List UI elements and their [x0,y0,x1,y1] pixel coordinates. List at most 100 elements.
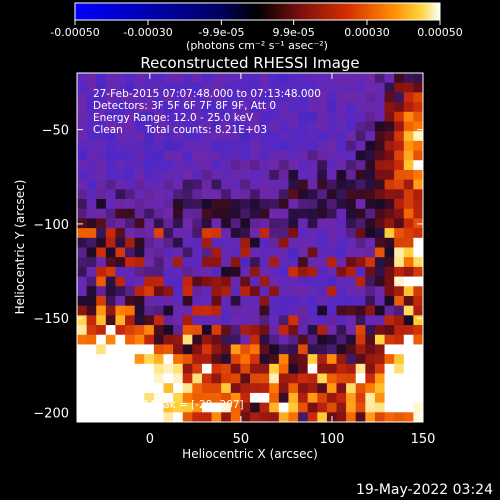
heatmap-cell [307,160,318,171]
heatmap-cell [173,131,184,142]
heatmap-cell [346,111,357,123]
heatmap-cell [173,92,184,103]
heatmap-cell [144,169,155,181]
heatmap-cell [201,121,213,132]
annotation-peak-position: Position of Peak = [-28,-207] [93,399,244,411]
heatmap-cell [365,121,376,132]
heatmap-cell [307,82,318,93]
heatmap-cell [336,325,347,336]
heatmap-cell [211,92,222,103]
heatmap-cell [96,295,107,307]
heatmap-cell [201,402,213,413]
heatmap-cell [259,383,270,394]
heatmap-cell [413,247,423,258]
heatmap-cell [307,140,318,152]
heatmap-cell [77,383,88,394]
heatmap-cell [413,179,423,190]
heatmap-cell [201,334,213,346]
heatmap-cell [250,228,261,239]
heatmap-cell [134,121,145,132]
heatmap-cell [153,73,165,84]
heatmap-cell [403,286,414,297]
heatmap-cell [346,402,357,413]
heatmap-cell [163,82,174,93]
heatmap-cell [96,189,107,200]
heatmap-cell [326,334,338,346]
heatmap-cell [374,247,386,258]
heatmap-cell [96,325,107,336]
heatmap-cell [163,363,174,375]
heatmap-cell [105,199,117,210]
heatmap-cell [365,92,376,103]
heatmap-cell [115,325,126,336]
heatmap-cell [86,266,97,278]
heatmap-cell [115,140,126,152]
heatmap-cell [201,247,213,258]
heatmap-cell [240,392,251,404]
heatmap-cell [144,208,155,220]
heatmap-cell [307,286,318,297]
heatmap-cell [307,73,318,84]
heatmap-cell [201,373,213,384]
heatmap-cell [394,315,405,326]
heatmap-cell [288,325,299,336]
heatmap-cell [413,189,423,200]
heatmap-cell [163,237,174,249]
heatmap-cell [307,208,318,220]
heatmap-cell [278,92,290,103]
heatmap-cell [173,334,184,346]
heatmap-cell [86,363,97,375]
heatmap-cell [317,412,328,422]
heatmap-cell [298,218,309,229]
heatmap-cell [240,189,251,200]
heatmap-cell [96,102,107,113]
heatmap-cell [355,325,366,336]
heatmap-cell [288,73,299,84]
heatmap-cell [173,315,184,326]
heatmap-cell [355,247,366,258]
heatmap-cell [221,266,232,278]
heatmap-cell [221,247,232,258]
heatmap-cell [125,315,136,326]
heatmap-cell [259,199,270,210]
heatmap-cell [374,199,386,210]
heatmap-cell [192,325,203,336]
heatmap-cell [307,392,318,404]
heatmap-cell [221,169,232,181]
heatmap-cell [77,402,88,413]
heatmap-cell [269,354,280,365]
colorbar-tick-label: -0.00030 [123,26,172,39]
heatmap-cell [269,150,280,161]
heatmap-cell [182,334,193,346]
heatmap-cell [163,169,174,181]
heatmap-cell [365,218,376,229]
heatmap-cell [269,334,280,346]
heatmap-cell [326,402,338,413]
heatmap-cell [317,354,328,365]
heatmap-cell [144,189,155,200]
heatmap-cell [163,354,174,365]
heatmap-cell [317,189,328,200]
heatmap-cell [250,315,261,326]
heatmap-cell [346,412,357,422]
heatmap-cell [384,344,395,355]
heatmap-cell [403,412,414,422]
heatmap-cell [326,392,338,404]
heatmap-cell [144,102,155,113]
heatmap-cell [77,189,88,200]
heatmap-cell [394,383,405,394]
heatmap-cell [201,199,213,210]
heatmap-cell [326,208,338,220]
heatmap-cell [77,315,88,326]
heatmap-cell [269,169,280,181]
heatmap-cell [346,373,357,384]
heatmap-cell [374,228,386,239]
heatmap-cell [355,286,366,297]
heatmap-cell [269,266,280,278]
heatmap-cell [394,92,405,103]
heatmap-cell [336,315,347,326]
heatmap-cell [115,402,126,413]
heatmap-cell [144,160,155,171]
heatmap-cell [221,402,232,413]
heatmap-cell [288,344,299,355]
